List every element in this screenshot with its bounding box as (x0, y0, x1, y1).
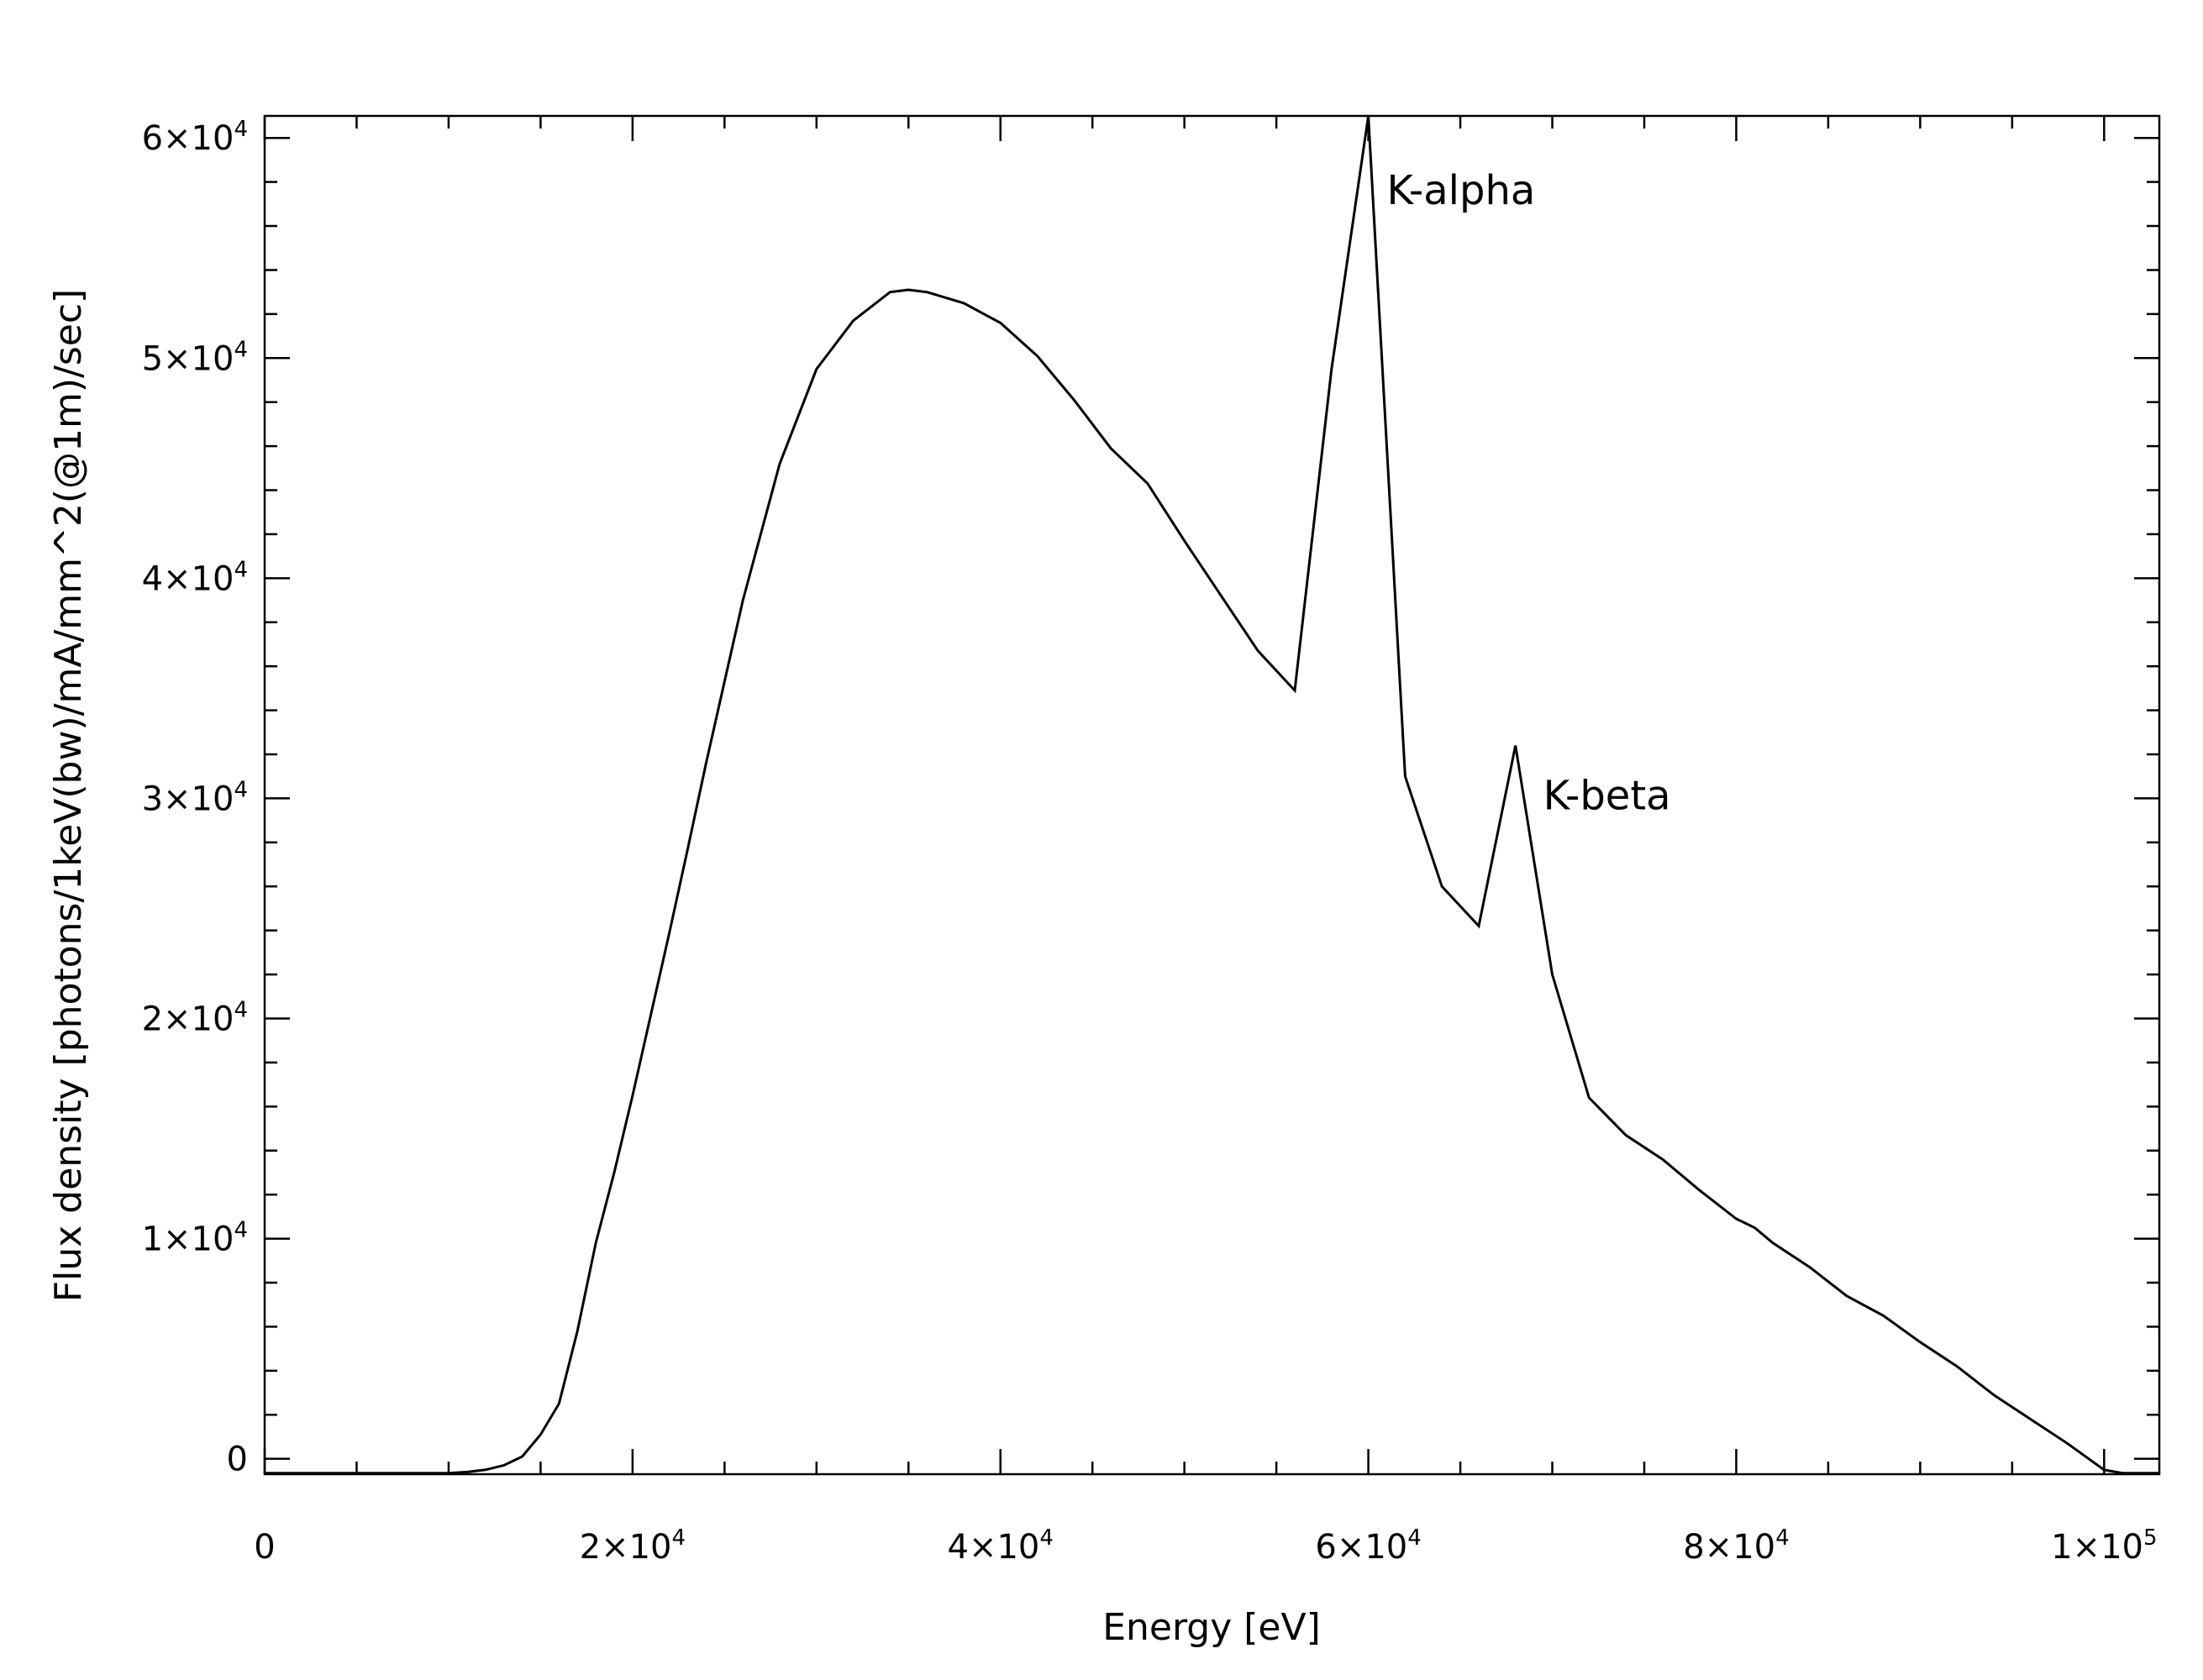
peak-annotations: K-alpha K-beta (1386, 167, 1670, 820)
flux-spectrum-line (265, 115, 2159, 1475)
y-tick-labels: 0 1×104 2×104 3×104 4×104 5×104 6×104 (142, 117, 248, 1478)
annotation-k-alpha: K-alpha (1386, 167, 1535, 214)
x-tick-labels: 0 2×104 4×104 6×104 8×104 1×105 (254, 1525, 2157, 1567)
y-tick-label: 0 (227, 1441, 248, 1479)
plot-frame (263, 114, 2161, 1476)
y-tick-label: 2×104 (142, 998, 248, 1039)
y-tick-label: 5×104 (142, 337, 248, 378)
y-tick-label: 3×104 (142, 777, 248, 818)
axis-ticks (263, 116, 2159, 1474)
y-tick-label: 6×104 (142, 117, 248, 158)
y-axis-title: Flux density [photons/1keV(bw)/mA/mm^2(@… (47, 289, 90, 1302)
y-tick-label: 4×104 (142, 557, 248, 598)
annotation-k-beta: K-beta (1543, 773, 1671, 820)
x-tick-label: 1×105 (2051, 1525, 2157, 1567)
x-tick-label: 8×104 (1683, 1525, 1789, 1567)
x-tick-label: 4×104 (948, 1525, 1054, 1567)
x-axis-title: Energy [eV] (1102, 1606, 1321, 1649)
y-tick-label: 1×104 (142, 1218, 248, 1259)
x-tick-label: 0 (254, 1528, 275, 1567)
x-tick-label: 6×104 (1315, 1525, 1421, 1567)
x-tick-label: 2×104 (580, 1525, 686, 1567)
